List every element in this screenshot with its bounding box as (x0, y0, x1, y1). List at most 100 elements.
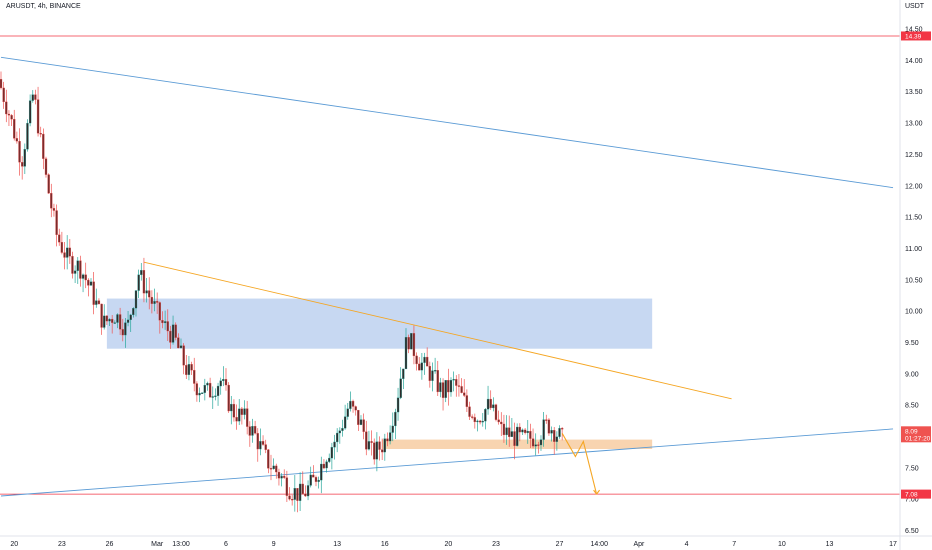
candle[interactable] (259, 429, 261, 456)
candle[interactable] (373, 439, 375, 465)
candle[interactable] (296, 488, 298, 512)
candle[interactable] (315, 476, 317, 487)
candle[interactable] (363, 413, 365, 439)
candle[interactable] (500, 412, 502, 436)
candle[interactable] (45, 157, 47, 178)
candle[interactable] (357, 410, 359, 431)
candle[interactable] (209, 378, 211, 398)
candle[interactable] (69, 239, 71, 264)
candle[interactable] (21, 156, 23, 179)
candle[interactable] (514, 423, 516, 460)
blue-trendline-0[interactable] (1, 57, 893, 187)
candle[interactable] (418, 357, 420, 370)
candle[interactable] (379, 436, 381, 460)
candle[interactable] (257, 428, 259, 462)
candle[interactable] (394, 409, 396, 439)
candle[interactable] (516, 423, 518, 446)
candle[interactable] (138, 270, 140, 298)
candle[interactable] (349, 392, 351, 412)
candle[interactable] (71, 252, 73, 279)
candle[interactable] (254, 421, 256, 435)
candle[interactable] (408, 335, 410, 353)
candle[interactable] (371, 430, 373, 455)
candle[interactable] (16, 132, 18, 144)
candle[interactable] (19, 128, 21, 175)
candle[interactable] (524, 428, 526, 434)
candle[interactable] (8, 110, 10, 126)
candle[interactable] (175, 322, 177, 340)
candle[interactable] (32, 90, 34, 103)
candle[interactable] (490, 390, 492, 410)
candle[interactable] (222, 366, 224, 386)
candle[interactable] (85, 263, 87, 288)
candle[interactable] (58, 229, 60, 246)
candle[interactable] (286, 471, 288, 502)
candle[interactable] (392, 412, 394, 441)
candle[interactable] (334, 435, 336, 460)
candle[interactable] (262, 435, 264, 446)
candle[interactable] (244, 400, 246, 419)
candle[interactable] (291, 495, 293, 506)
candle[interactable] (466, 389, 468, 412)
candle[interactable] (206, 382, 208, 391)
candle[interactable] (320, 457, 322, 493)
candle[interactable] (461, 378, 463, 393)
candle[interactable] (360, 415, 362, 425)
candle[interactable] (384, 434, 386, 461)
candle[interactable] (217, 383, 219, 406)
candle[interactable] (29, 94, 31, 126)
candle[interactable] (34, 90, 36, 105)
candle[interactable] (98, 298, 100, 304)
candle[interactable] (402, 369, 404, 389)
candle[interactable] (24, 144, 26, 174)
candle[interactable] (199, 388, 201, 403)
candle[interactable] (548, 418, 550, 436)
candle[interactable] (220, 378, 222, 395)
candle[interactable] (13, 110, 15, 141)
candle[interactable] (233, 399, 235, 421)
candle[interactable] (74, 265, 76, 283)
candle[interactable] (476, 419, 478, 431)
candle[interactable] (196, 381, 198, 401)
candle[interactable] (484, 408, 486, 429)
candle[interactable] (251, 419, 253, 443)
candle[interactable] (355, 406, 357, 416)
candle[interactable] (79, 256, 81, 287)
candle[interactable] (453, 372, 455, 392)
candle[interactable] (236, 405, 238, 430)
candle[interactable] (434, 358, 436, 374)
candle[interactable] (26, 119, 28, 151)
candle[interactable] (326, 460, 328, 473)
candle[interactable] (201, 392, 203, 394)
price-axis[interactable]: 6.507.007.508.008.509.009.5010.0010.5011… (900, 0, 925, 550)
candle[interactable] (331, 443, 333, 469)
candle[interactable] (101, 304, 103, 335)
candle[interactable] (474, 414, 476, 429)
resistance-zone[interactable] (107, 299, 652, 349)
candle[interactable] (339, 427, 341, 444)
candle[interactable] (445, 380, 447, 402)
candle[interactable] (230, 396, 232, 424)
candle[interactable] (42, 129, 44, 170)
candle[interactable] (447, 369, 449, 406)
candle[interactable] (93, 272, 95, 314)
candle[interactable] (82, 273, 84, 292)
candle[interactable] (498, 411, 500, 425)
candle[interactable] (492, 397, 494, 411)
candle[interactable] (64, 242, 66, 269)
candle[interactable] (545, 415, 547, 424)
candle[interactable] (532, 429, 534, 449)
candle[interactable] (310, 467, 312, 488)
candle[interactable] (191, 362, 193, 375)
candle[interactable] (368, 431, 370, 451)
candle[interactable] (344, 405, 346, 430)
candle[interactable] (193, 358, 195, 391)
candle[interactable] (431, 363, 433, 392)
candle[interactable] (352, 400, 354, 413)
blue-trendline-1[interactable] (1, 429, 893, 496)
candle[interactable] (275, 464, 277, 479)
candle[interactable] (77, 257, 79, 284)
candle[interactable] (347, 403, 349, 420)
candle[interactable] (397, 388, 399, 421)
